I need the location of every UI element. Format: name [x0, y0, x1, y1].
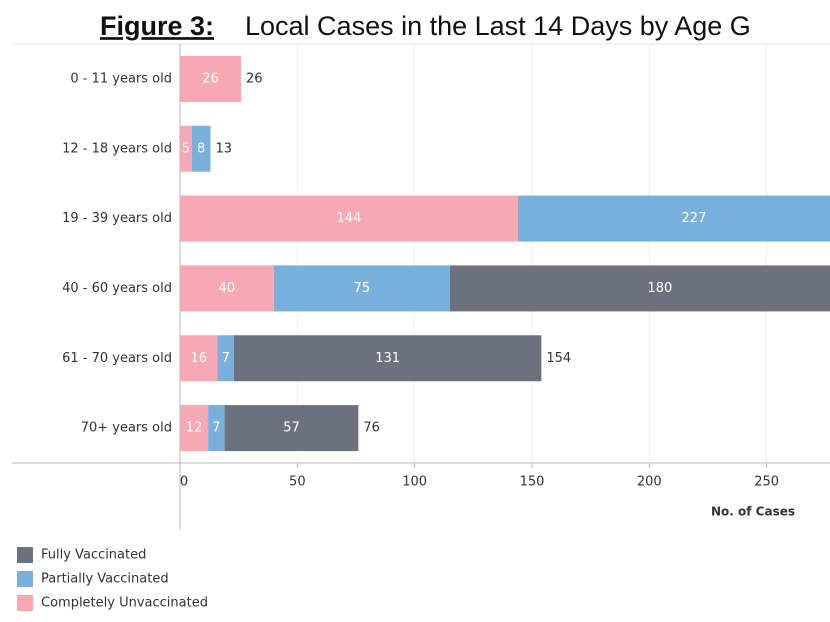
legend-label: Fully Vaccinated: [41, 548, 146, 563]
x-tick-label: 50: [289, 475, 306, 490]
segment-label: 57: [283, 421, 300, 436]
bar-segment: [180, 265, 274, 312]
y-tick-label: 0 - 11 years old: [70, 71, 172, 86]
bar-segment: [233, 335, 542, 382]
x-tick-label: 0: [180, 475, 188, 490]
legend-label: Partially Vaccinated: [41, 572, 169, 587]
x-tick-label: 100: [402, 475, 427, 490]
segment-label: 144: [337, 211, 362, 226]
total-label: 76: [363, 421, 380, 436]
segment-label: 26: [202, 71, 219, 86]
segment-label: 12: [186, 421, 203, 436]
total-label: 154: [546, 351, 571, 366]
legend-label: Completely Unvaccinated: [41, 596, 208, 611]
x-tick-label: 200: [637, 475, 662, 490]
segment-label: 7: [212, 421, 220, 436]
chart-title-prefix: Figure 3:: [100, 11, 214, 41]
legend-swatch: [17, 595, 33, 611]
segment-label: 5: [182, 141, 190, 156]
legend-swatch: [17, 547, 33, 563]
bar-segment: [224, 405, 359, 452]
legend-swatch: [17, 571, 33, 587]
total-label: 13: [216, 141, 233, 156]
segment-label: 180: [648, 281, 673, 296]
bar-segment: [273, 265, 450, 312]
bar-segment: [517, 195, 830, 242]
chart-title: Local Cases in the Last 14 Days by Age G: [245, 11, 751, 41]
x-tick-label: 150: [520, 475, 545, 490]
y-tick-label: 19 - 39 years old: [62, 211, 172, 226]
segment-label: 8: [197, 141, 205, 156]
bar-segment: [217, 335, 234, 382]
segment-label: 16: [190, 351, 207, 366]
bar-segment: [180, 125, 192, 172]
bar-segment: [180, 335, 218, 382]
x-axis-label: No. of Cases: [711, 505, 795, 519]
segment-label: 7: [222, 351, 230, 366]
y-tick-label: 70+ years old: [81, 421, 172, 436]
segment-label: 75: [354, 281, 371, 296]
bar-segment: [180, 195, 518, 242]
segment-label: 227: [682, 211, 707, 226]
bar-segment: [180, 405, 209, 452]
y-tick-label: 61 - 70 years old: [62, 351, 172, 366]
segment-label: 131: [375, 351, 400, 366]
bar-segment: [180, 55, 242, 102]
bar-segment: [191, 125, 211, 172]
segment-label: 40: [219, 281, 236, 296]
bar-segment: [449, 265, 830, 312]
bar-segment: [208, 405, 225, 452]
total-label: 26: [246, 71, 263, 86]
y-tick-label: 12 - 18 years old: [62, 141, 172, 156]
x-tick-label: 250: [754, 475, 779, 490]
y-tick-label: 40 - 60 years old: [62, 281, 172, 296]
